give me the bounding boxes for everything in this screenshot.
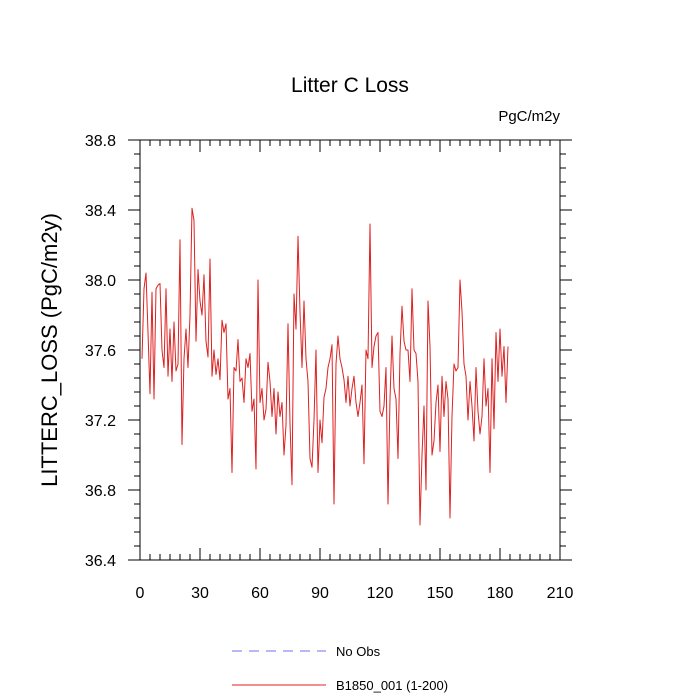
axis-tick-labels: 0 30 60 90 120 150 180 210 36.4 36.8 37.2 37.6 38.0 3…	[85, 133, 574, 602]
legend: No Obs B1850_001 (1-200)	[232, 644, 448, 693]
x-tick-label: 150	[427, 585, 454, 602]
series-line-1	[141, 207, 509, 526]
x-tick-label: 180	[487, 585, 514, 602]
y-tick-label: 37.6	[85, 343, 116, 360]
y-tick-label: 36.8	[85, 483, 116, 500]
units-label: PgC/m2y	[498, 108, 560, 125]
y-tick-label: 38.0	[85, 273, 116, 290]
x-tick-label: 210	[547, 585, 574, 602]
y-axis-label: LITTERC_LOSS (PgC/m2y)	[37, 213, 62, 487]
y-tick-label: 38.8	[85, 133, 116, 150]
legend-label-no-obs: No Obs	[336, 644, 381, 659]
y-tick-label: 38.4	[85, 203, 116, 220]
x-tick-label: 120	[367, 585, 394, 602]
plot-frame	[139, 139, 561, 561]
axis-ticks	[128, 139, 572, 561]
x-tick-label: 0	[136, 585, 145, 602]
series-lines	[141, 207, 509, 526]
chart-title: Litter C Loss	[291, 74, 409, 97]
x-tick-label: 60	[251, 585, 269, 602]
y-tick-label: 37.2	[85, 413, 116, 430]
legend-label-b1850: B1850_001 (1-200)	[336, 678, 448, 693]
x-tick-label: 30	[191, 585, 209, 602]
x-tick-label: 90	[311, 585, 329, 602]
y-tick-label: 36.4	[85, 553, 116, 570]
